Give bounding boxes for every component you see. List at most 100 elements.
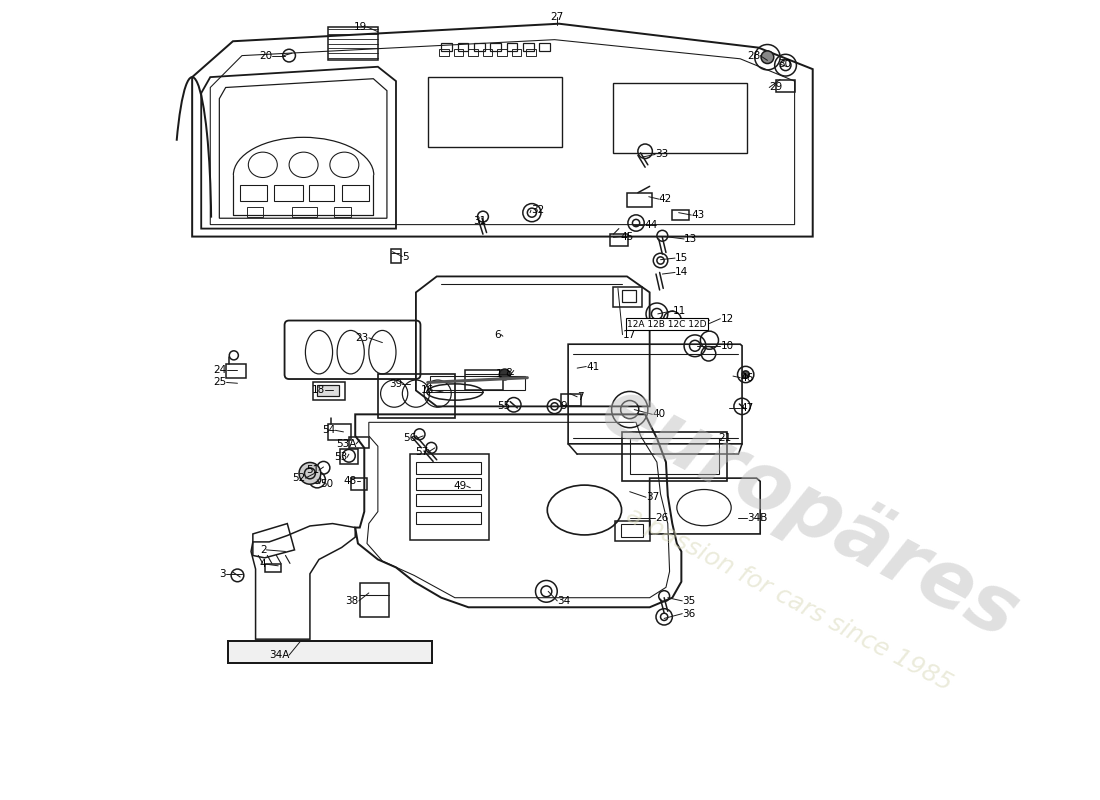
Bar — [561, 394, 581, 406]
Circle shape — [742, 371, 749, 378]
Bar — [342, 185, 369, 201]
Bar — [328, 424, 351, 440]
Bar — [351, 478, 367, 490]
Text: 39: 39 — [389, 379, 403, 389]
Bar — [309, 185, 334, 201]
Text: 13: 13 — [684, 234, 697, 244]
Bar — [378, 374, 455, 418]
Text: 34: 34 — [558, 596, 571, 606]
Text: 11: 11 — [673, 306, 686, 316]
Bar — [522, 43, 534, 51]
Bar — [629, 438, 718, 474]
Bar — [292, 207, 317, 217]
Bar — [777, 79, 794, 92]
Bar — [334, 207, 351, 217]
Text: 10: 10 — [720, 341, 734, 350]
Bar — [409, 454, 490, 540]
Text: 38: 38 — [345, 596, 359, 606]
Circle shape — [499, 369, 510, 380]
Text: 57: 57 — [416, 447, 429, 457]
Bar — [623, 290, 636, 302]
Bar — [512, 50, 521, 56]
Text: 8: 8 — [505, 368, 512, 378]
Text: europäres: europäres — [586, 368, 1032, 655]
Bar — [458, 43, 469, 51]
Bar — [360, 583, 388, 617]
Bar — [312, 382, 345, 400]
Bar — [620, 524, 644, 537]
Bar — [428, 77, 562, 147]
Bar — [614, 82, 748, 153]
Bar — [340, 450, 358, 464]
Text: 34B: 34B — [748, 513, 768, 523]
Text: 18: 18 — [312, 386, 326, 395]
Bar — [226, 364, 245, 378]
Bar — [240, 185, 267, 201]
Bar — [474, 43, 485, 51]
Bar — [441, 43, 452, 51]
Bar — [623, 432, 727, 482]
Text: 12A 12B 12C 12D: 12A 12B 12C 12D — [627, 320, 706, 329]
Text: 30: 30 — [779, 58, 791, 69]
Bar — [416, 478, 481, 490]
Text: 28: 28 — [747, 50, 760, 61]
Text: 54: 54 — [322, 426, 335, 435]
Circle shape — [299, 462, 321, 484]
Text: 9: 9 — [561, 402, 568, 411]
Bar — [469, 50, 477, 56]
Bar — [274, 185, 302, 201]
Bar — [497, 50, 506, 56]
Text: 2: 2 — [260, 545, 266, 555]
Text: 29: 29 — [769, 82, 782, 93]
Bar — [609, 234, 628, 246]
Text: 36: 36 — [682, 609, 695, 618]
Text: 19: 19 — [354, 22, 367, 32]
Text: 46: 46 — [740, 373, 754, 382]
Text: 24: 24 — [213, 365, 227, 374]
Bar — [483, 50, 492, 56]
Text: 16: 16 — [421, 386, 434, 395]
Bar — [491, 43, 502, 51]
Bar — [229, 641, 432, 663]
Bar — [246, 207, 263, 217]
Bar — [416, 512, 481, 523]
Bar — [454, 50, 463, 56]
Text: 14: 14 — [675, 267, 689, 278]
Bar — [416, 494, 481, 506]
Bar — [416, 462, 481, 474]
Text: 3: 3 — [219, 569, 225, 578]
Text: 5: 5 — [403, 251, 409, 262]
Text: 32: 32 — [531, 206, 544, 215]
Text: 48: 48 — [344, 476, 358, 486]
Text: 15: 15 — [675, 253, 689, 263]
Bar — [527, 50, 536, 56]
Bar — [627, 193, 652, 207]
Text: 26: 26 — [656, 513, 669, 523]
Bar — [317, 385, 339, 396]
Text: 31: 31 — [473, 216, 486, 226]
Text: 45: 45 — [620, 231, 634, 242]
Text: 25: 25 — [213, 378, 227, 387]
Text: 27: 27 — [551, 12, 564, 22]
Text: 17: 17 — [623, 330, 636, 340]
Text: a passion for cars since 1985: a passion for cars since 1985 — [621, 503, 956, 696]
Bar — [229, 641, 432, 663]
Bar — [392, 249, 400, 263]
Circle shape — [761, 51, 773, 63]
Bar — [614, 286, 642, 306]
Text: 35: 35 — [682, 596, 695, 606]
Bar — [328, 27, 378, 60]
Text: 43: 43 — [691, 210, 705, 220]
Text: 51: 51 — [306, 465, 319, 475]
Bar — [615, 521, 650, 541]
Text: 34A: 34A — [268, 650, 289, 660]
Text: 37: 37 — [646, 492, 659, 502]
Text: 42: 42 — [659, 194, 672, 204]
Text: 12: 12 — [720, 314, 734, 324]
Text: 56: 56 — [404, 434, 417, 443]
Text: 1: 1 — [496, 370, 503, 379]
Bar — [349, 437, 368, 448]
Text: 20: 20 — [258, 50, 272, 61]
Text: 21: 21 — [718, 434, 732, 443]
Bar — [440, 50, 449, 56]
